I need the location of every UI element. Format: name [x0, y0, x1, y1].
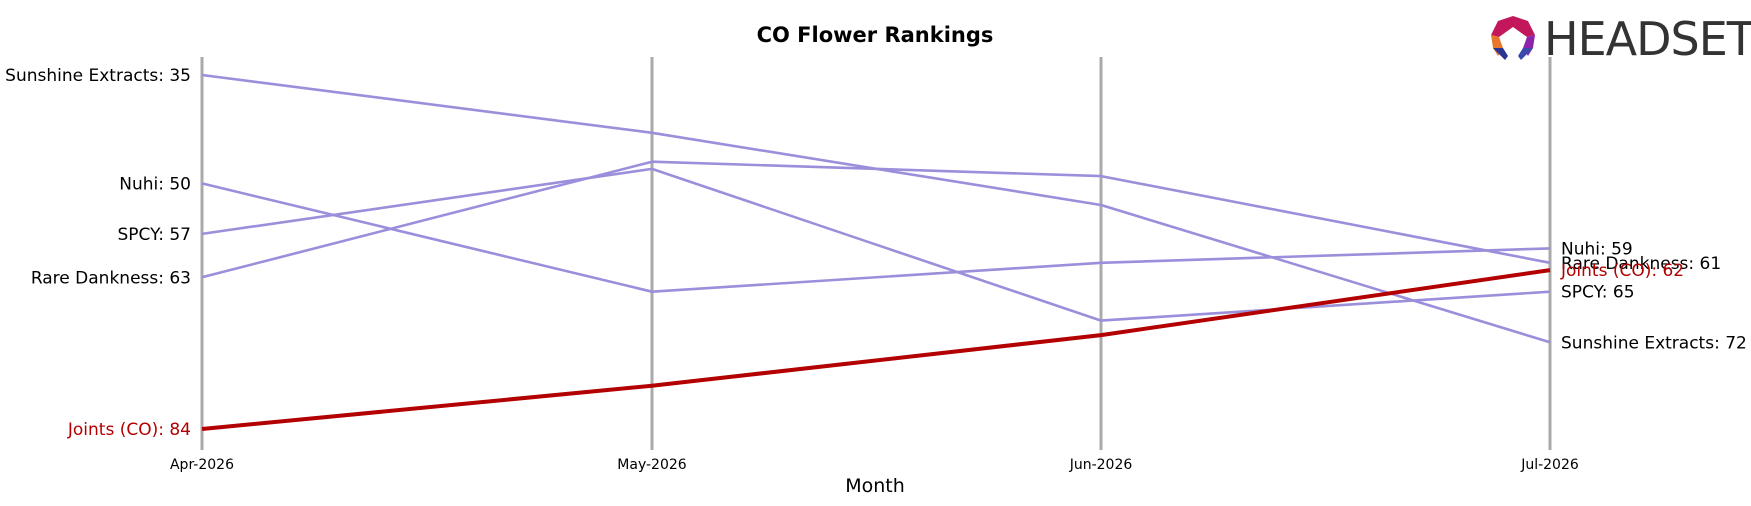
series-end-label: Joints (CO): 62 — [1560, 261, 1684, 281]
series-start-label: Joints (CO): 84 — [67, 420, 191, 440]
series-end-label: SPCY: 65 — [1561, 283, 1635, 303]
brand-name: HEADSET — [1544, 12, 1751, 66]
series-lines — [201, 73, 1551, 431]
month-axes — [200, 57, 1552, 450]
series-labels: Sunshine Extracts: 35 Sunshine Extracts: … — [5, 66, 1747, 440]
x-tick-label: Jul-2026 — [1520, 457, 1579, 473]
series-end-label: Rare Dankness: 61 — [1561, 254, 1721, 274]
series-line — [201, 73, 1551, 344]
x-tick-label: May-2026 — [617, 457, 686, 473]
series-line — [201, 182, 1551, 294]
chart-title: CO Flower Rankings — [757, 23, 994, 47]
series-start-label: Sunshine Extracts: 35 — [5, 66, 191, 86]
brand-logo: HEADSET — [1491, 12, 1751, 66]
x-tick-label: Jun-2026 — [1069, 457, 1133, 473]
series-start-label: SPCY: 57 — [117, 225, 191, 245]
series-end-label: Sunshine Extracts: 72 — [1561, 333, 1747, 353]
x-axis-label: Month — [845, 475, 905, 497]
series-start-label: Nuhi: 50 — [119, 174, 191, 194]
series-start-label: Rare Dankness: 63 — [31, 268, 191, 288]
series-line — [201, 268, 1551, 431]
series-line — [201, 160, 1551, 279]
logo-icon — [1491, 16, 1535, 60]
x-tick-label: Apr-2026 — [170, 457, 234, 473]
series-end-label: Nuhi: 59 — [1561, 239, 1633, 259]
series-line — [201, 167, 1551, 322]
x-tick-labels: Apr-2026 May-2026 Jun-2026 Jul-2026 — [170, 457, 1579, 473]
